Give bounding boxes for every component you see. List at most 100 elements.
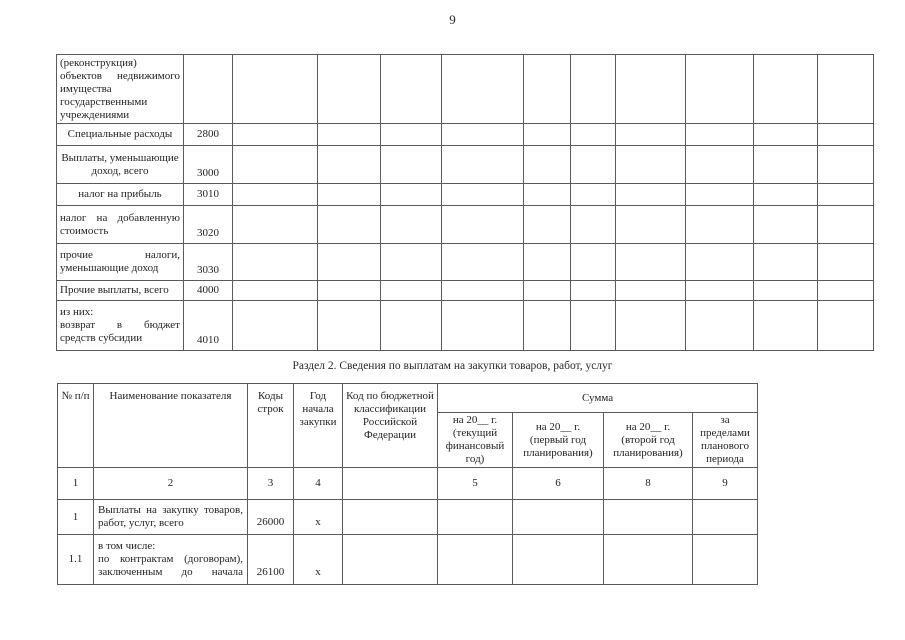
row-label: налог на прибыль <box>56 183 184 206</box>
empty-cell <box>817 243 874 281</box>
row-code: 3030 <box>183 243 233 281</box>
empty-cell <box>753 243 818 281</box>
header-year: Год начала закупки <box>293 383 343 468</box>
empty-cell <box>753 280 818 301</box>
empty-cell <box>753 300 818 351</box>
empty-cell <box>441 54 524 124</box>
table-row: Выплаты, уменьшающие доход, всего 3000 <box>56 145 874 184</box>
empty-cell <box>317 280 381 301</box>
header-sum-second-plan-year: на 20__ г. (второй год планирования) <box>603 412 693 468</box>
row-code: 4010 <box>183 300 233 351</box>
column-number: 1 <box>57 467 94 500</box>
empty-cell <box>753 54 818 124</box>
empty-cell <box>685 300 754 351</box>
empty-cell <box>380 54 442 124</box>
empty-cell <box>232 243 318 281</box>
empty-cell <box>615 183 686 206</box>
empty-cell <box>570 145 616 184</box>
row-code: 3000 <box>183 145 233 184</box>
empty-cell <box>685 145 754 184</box>
empty-cell <box>603 499 693 535</box>
empty-cell <box>685 243 754 281</box>
empty-cell <box>317 183 381 206</box>
table-row: (реконструкция) объектов недвижимого иму… <box>56 54 874 124</box>
empty-cell <box>615 145 686 184</box>
header-name: Наименование показателя <box>93 383 248 468</box>
empty-cell <box>570 243 616 281</box>
header-codes: Коды строк <box>247 383 294 468</box>
empty-cell <box>615 205 686 244</box>
empty-cell <box>380 300 442 351</box>
empty-cell <box>570 123 616 146</box>
row-code: 3010 <box>183 183 233 206</box>
empty-cell <box>317 205 381 244</box>
header-row: № п/п Наименование показателя Коды строк… <box>57 383 759 468</box>
empty-cell <box>441 280 524 301</box>
empty-cell <box>232 205 318 244</box>
column-number: 8 <box>603 467 693 500</box>
empty-cell <box>817 183 874 206</box>
empty-cell <box>232 54 318 124</box>
row-code: 26100 <box>247 534 294 585</box>
empty-cell <box>691 534 759 585</box>
empty-cell <box>441 183 524 206</box>
empty-cell <box>615 54 686 124</box>
empty-cell <box>342 534 438 585</box>
table-row: из них: возврат в бюджет средств субсиди… <box>56 300 874 351</box>
empty-cell <box>753 205 818 244</box>
empty-cell <box>441 123 524 146</box>
empty-cell <box>753 183 818 206</box>
empty-cell <box>523 183 571 206</box>
table-row: прочие налоги, уменьшающие доход 3030 <box>56 243 874 281</box>
empty-cell <box>615 123 686 146</box>
empty-cell <box>817 145 874 184</box>
payments-continuation-table: (реконструкция) объектов недвижимого иму… <box>56 54 874 351</box>
empty-cell <box>570 300 616 351</box>
row-label: Специальные расходы <box>56 123 184 146</box>
empty-cell <box>232 123 318 146</box>
empty-cell <box>317 243 381 281</box>
empty-cell <box>512 534 604 585</box>
table-row: налог на прибыль 3010 <box>56 183 874 206</box>
page-number: 9 <box>449 12 456 27</box>
table-row: Специальные расходы 2800 <box>56 123 874 146</box>
empty-cell <box>380 145 442 184</box>
row-label: Выплаты, уменьшающие доход, всего <box>56 145 184 184</box>
row-number: 1.1 <box>57 534 94 585</box>
column-number: 5 <box>437 467 513 500</box>
empty-cell <box>512 499 604 535</box>
row-name: Выплаты на закупку товаров, работ, услуг… <box>93 499 248 535</box>
empty-cell <box>570 54 616 124</box>
row-label: Прочие выплаты, всего <box>56 280 184 301</box>
header-sum: Сумма <box>436 383 759 413</box>
empty-cell <box>615 243 686 281</box>
empty-cell <box>342 499 438 535</box>
empty-cell <box>685 280 754 301</box>
header-sum-current-year: на 20__ г. (текущий финансовый год) <box>437 412 513 468</box>
table-row: Прочие выплаты, всего 4000 <box>56 280 874 301</box>
row-code: 3020 <box>183 205 233 244</box>
empty-cell <box>232 145 318 184</box>
empty-cell <box>817 300 874 351</box>
row-year-mark: х <box>293 499 343 535</box>
empty-cell <box>817 123 874 146</box>
empty-cell <box>615 280 686 301</box>
empty-cell <box>685 183 754 206</box>
column-number: 6 <box>512 467 604 500</box>
empty-cell <box>615 300 686 351</box>
empty-cell <box>317 54 381 124</box>
row-year-mark: х <box>293 534 343 585</box>
column-number: 4 <box>293 467 343 500</box>
empty-cell <box>232 280 318 301</box>
empty-cell <box>753 145 818 184</box>
row-label-intro: из них: <box>60 306 94 318</box>
table-row: 1.1 в том числе: по контрактам (договора… <box>57 534 759 585</box>
empty-cell <box>603 534 693 585</box>
empty-cell <box>523 123 571 146</box>
empty-cell <box>523 280 571 301</box>
empty-cell <box>380 183 442 206</box>
header-num: № п/п <box>57 383 94 468</box>
row-code <box>183 54 233 124</box>
empty-cell <box>685 54 754 124</box>
row-label-text: возврат в бюджет средств субсидии <box>60 319 180 344</box>
